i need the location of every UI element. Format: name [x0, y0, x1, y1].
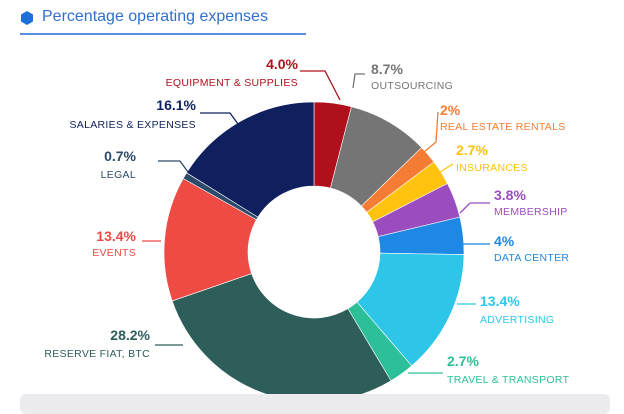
category-label-legal: LEGAL [101, 169, 136, 181]
category-label-real-estate-rentals: REAL ESTATE RENTALS [440, 121, 566, 133]
category-label-reserve-fiat-btc: RESERVE FIAT, BTC [44, 348, 150, 360]
header-divider [20, 33, 306, 35]
leader-line-equipment-supplies [300, 70, 341, 101]
value-label-data-center: 4% [494, 233, 515, 249]
value-label-legal: 0.7% [104, 148, 136, 164]
leader-line-insurances [439, 163, 454, 173]
category-label-outsourcing: OUTSOURCING [371, 80, 453, 92]
leader-line-outsourcing [352, 73, 365, 89]
value-label-insurances: 2.7% [456, 142, 488, 158]
next-panel [20, 394, 610, 414]
slice-reserve-fiat-btc [171, 273, 392, 403]
category-label-advertising: ADVERTISING [480, 314, 554, 326]
category-label-events: EVENTS [92, 247, 136, 259]
leader-line-legal [158, 160, 189, 173]
leader-line-membership [459, 202, 490, 214]
category-label-data-center: DATA CENTER [494, 252, 569, 264]
value-label-advertising: 13.4% [480, 293, 520, 309]
category-label-travel-transport: TRAVEL & TRANSPORT [447, 374, 570, 386]
category-label-equipment-supplies: EQUIPMENT & SUPPLIES [166, 77, 298, 89]
category-label-insurances: INSURANCES [456, 162, 528, 174]
value-label-real-estate-rentals: 2% [440, 102, 461, 118]
chart-title: Percentage operating expenses [42, 8, 268, 25]
hexagon-bullet-icon [21, 11, 33, 25]
value-label-equipment-supplies: 4.0% [266, 56, 298, 72]
slice-salaries-expenses [186, 101, 315, 218]
leader-line-salaries-expenses [200, 112, 239, 125]
value-label-outsourcing: 8.7% [371, 61, 403, 77]
category-label-salaries-expenses: SALARIES & EXPENSES [69, 119, 196, 131]
value-label-events: 13.4% [96, 228, 136, 244]
value-label-salaries-expenses: 16.1% [156, 97, 196, 113]
leader-line-real-estate-rentals [423, 111, 439, 153]
value-label-reserve-fiat-btc: 28.2% [110, 327, 150, 343]
category-label-membership: MEMBERSHIP [494, 206, 568, 218]
value-label-travel-transport: 2.7% [447, 353, 479, 369]
value-label-membership: 3.8% [494, 187, 526, 203]
chart-header: Percentage operating expenses [20, 4, 306, 35]
